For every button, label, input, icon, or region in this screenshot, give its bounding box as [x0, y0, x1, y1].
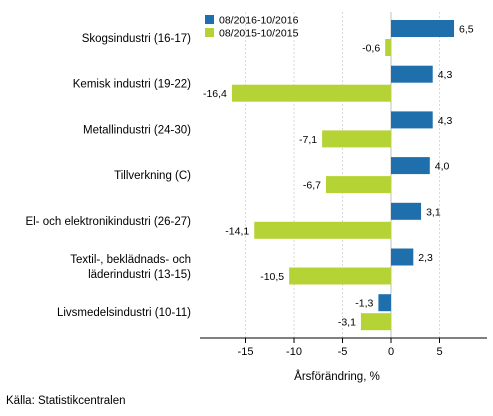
- legend-label: 08/2016-10/2016: [219, 15, 299, 27]
- x-tick-label: 5: [436, 346, 442, 358]
- category-label: Tillverkning (C): [114, 170, 191, 182]
- source-note: Källa: Statistikcentralen: [6, 395, 126, 407]
- data-label: 4,3: [438, 69, 453, 81]
- data-label: -16,4: [203, 88, 227, 100]
- category-label: Kemisk industri (19-22): [73, 79, 191, 91]
- data-label: -7,1: [299, 134, 317, 146]
- x-tick-label: -10: [286, 346, 302, 358]
- data-label: 2,3: [418, 252, 433, 264]
- category-label: Textil-, beklädnads- och läderindustri (1…: [70, 254, 191, 281]
- bar: [391, 248, 414, 266]
- bar: [391, 202, 422, 220]
- bar: [391, 65, 433, 83]
- data-label: -3,1: [338, 317, 356, 329]
- category-labels: Skogsindustri (16-17) Kemisk industri (19…: [25, 33, 191, 319]
- x-tick-label: -5: [338, 346, 348, 358]
- bars: [231, 20, 455, 331]
- bar: [254, 221, 391, 239]
- bar: [322, 130, 391, 148]
- legend-swatch: [205, 28, 214, 37]
- category-label: Livsmedelsindustri (10-11): [57, 307, 191, 319]
- legend-swatch: [205, 15, 214, 24]
- data-label: -1,3: [355, 298, 373, 310]
- data-label: -10,5: [260, 271, 284, 283]
- bar: [289, 267, 391, 285]
- bar: [360, 313, 391, 331]
- data-label: -0,6: [362, 43, 380, 55]
- data-label: -14,1: [225, 225, 249, 237]
- category-label: Skogsindustri (16-17): [82, 33, 191, 45]
- data-label: 3,1: [426, 206, 441, 218]
- x-axis-title: Årsförändring, %: [294, 370, 380, 383]
- bar: [391, 20, 455, 37]
- x-tick-label: -15: [238, 346, 254, 358]
- bar: [385, 39, 391, 56]
- data-label: 6,5: [459, 24, 474, 36]
- legend-label: 08/2015-10/2015: [219, 28, 299, 40]
- data-label: -6,7: [303, 180, 321, 192]
- x-tick-label: 0: [388, 346, 394, 358]
- value-labels: 6,5 -0,6 4,3 -16,4 4,3 -7,1 4,0 -6,7 3,1 -14,1 2,3…: [203, 24, 474, 329]
- data-label: 4,0: [435, 161, 450, 173]
- data-label: 4,3: [438, 115, 453, 127]
- bar: [326, 176, 391, 194]
- bar: [391, 157, 430, 175]
- category-label: Metallindustri (24-30): [83, 124, 191, 136]
- bar: [231, 84, 391, 102]
- bar: [378, 294, 391, 312]
- x-axis: -15 -10 -5 0 5: [200, 337, 487, 358]
- grid: [245, 12, 440, 338]
- bar: [391, 111, 433, 129]
- category-label: El- och elektronikindustri (26-27): [25, 216, 191, 228]
